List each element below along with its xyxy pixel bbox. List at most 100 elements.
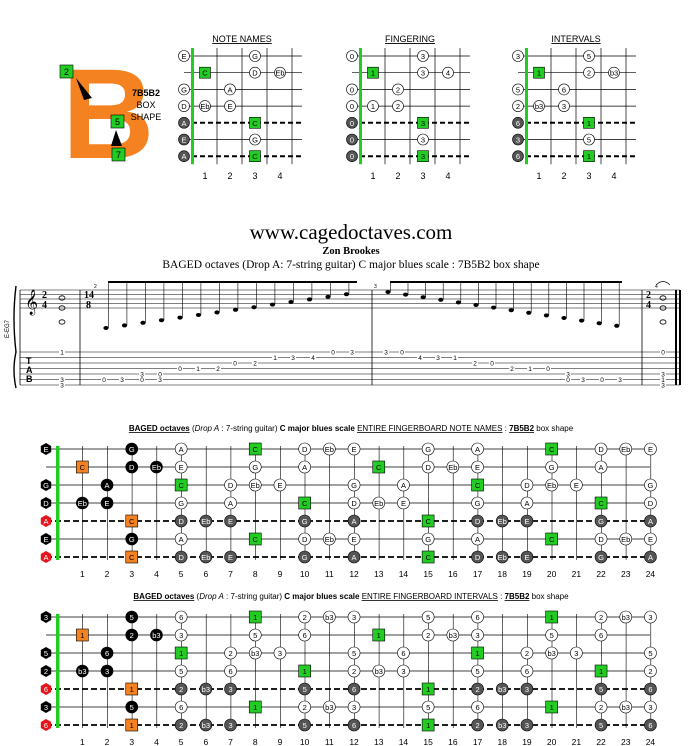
tab-number-bg	[59, 376, 65, 383]
note-marker	[224, 514, 237, 528]
note-label: 1	[179, 649, 183, 658]
note-marker	[323, 532, 336, 546]
note-label: 5	[550, 631, 554, 640]
note-label: C	[376, 463, 382, 472]
mini-open-label: E	[181, 52, 186, 61]
mini-note-marker	[392, 83, 404, 96]
mini-note-marker	[274, 66, 286, 79]
mini-note-label: b3	[610, 69, 618, 78]
note-marker	[224, 718, 237, 732]
note-label: Eb	[251, 481, 260, 490]
mini-root-marker	[417, 117, 429, 129]
mini-fret-number: 3	[420, 171, 425, 181]
note-label: 3	[525, 721, 529, 730]
note-marker	[150, 628, 163, 642]
note-marker	[100, 496, 114, 510]
mini-note-label: b3	[535, 102, 543, 111]
note-marker	[471, 514, 484, 528]
note-marker	[224, 496, 237, 510]
fret-number: 22	[596, 737, 606, 746]
fret-number: 18	[498, 737, 508, 746]
note-label: 1	[253, 613, 257, 622]
note-label: A	[475, 535, 480, 544]
note-label: 2	[475, 721, 479, 730]
tab-number-bg	[435, 354, 441, 361]
note-marker	[570, 478, 583, 492]
open-string-label: A	[43, 517, 48, 526]
open-string-marker	[40, 443, 52, 455]
note-marker	[421, 460, 435, 474]
mini-open-marker	[178, 100, 190, 112]
mini-open-marker	[512, 117, 524, 129]
tab-number: 0	[158, 371, 162, 378]
note-marker	[545, 460, 558, 474]
logo-arrow-2	[111, 130, 122, 146]
fret-number: 24	[646, 569, 656, 579]
mini-open-label: 0	[350, 52, 354, 61]
note-marker	[594, 628, 608, 642]
note-label: 1	[426, 721, 430, 730]
tab-letter: B	[26, 374, 33, 384]
mini-open-marker	[346, 117, 358, 129]
fret-number: 19	[522, 569, 532, 579]
note-marker	[174, 460, 188, 474]
logo-marker-2-label: 2	[64, 67, 69, 77]
note-label: C	[549, 445, 555, 454]
note-marker	[125, 628, 139, 642]
note-label: G	[129, 535, 135, 544]
open-string-label: 6	[44, 685, 48, 694]
mini-fret-number: 2	[395, 171, 400, 181]
note-label: 5	[648, 649, 652, 658]
score-note	[438, 297, 444, 302]
note-marker	[298, 532, 311, 546]
note-marker	[323, 610, 336, 624]
tab-number-bg	[349, 349, 355, 355]
board-nut	[56, 446, 60, 560]
note-marker	[619, 610, 633, 624]
fret-number: 11	[325, 569, 334, 579]
note-marker	[372, 664, 386, 678]
tab-number-bg	[565, 371, 571, 377]
note-label: 2	[648, 667, 652, 676]
tab-number: 3	[60, 382, 64, 389]
note-label: b3	[251, 649, 259, 658]
note-marker	[644, 718, 657, 732]
note-label: Eb	[498, 553, 507, 562]
site-title: www.cagedoctaves.com	[250, 220, 453, 244]
open-string-marker	[40, 533, 52, 545]
logo-marker-5-label: 5	[115, 117, 120, 127]
tab-number-bg	[59, 349, 65, 355]
chord-note	[659, 319, 667, 325]
note-marker	[298, 550, 311, 564]
note-marker	[174, 442, 188, 456]
note-marker	[471, 460, 484, 474]
mini-open-marker	[346, 50, 358, 62]
note-label: C	[425, 517, 431, 526]
note-marker	[421, 532, 435, 546]
tab-number: 1	[453, 355, 457, 362]
mini-open-label: 0	[350, 119, 354, 128]
fret-number: 1	[80, 737, 85, 746]
note-label: Eb	[374, 499, 383, 508]
mini-open-marker	[178, 150, 190, 162]
note-marker	[644, 532, 657, 546]
mini-open-label: 0	[350, 85, 354, 94]
mini-root-marker	[249, 117, 261, 129]
open-string-label: A	[43, 553, 48, 562]
note-label: Eb	[201, 517, 210, 526]
tab-number: 2	[216, 366, 220, 373]
mini-nut	[191, 48, 194, 165]
note-label: 3	[352, 703, 356, 712]
note-marker	[199, 550, 213, 564]
note-marker	[323, 442, 336, 456]
score-note	[420, 295, 426, 300]
note-label: 3	[648, 613, 652, 622]
note-label: b3	[202, 685, 210, 694]
note-label: 6	[475, 703, 479, 712]
fret-number: 20	[547, 569, 557, 579]
tab-number-bg	[310, 354, 316, 361]
tab-number-bg	[232, 360, 238, 366]
note-marker	[347, 496, 361, 510]
tab-number: 4	[418, 355, 422, 362]
fret-number: 2	[105, 737, 110, 746]
